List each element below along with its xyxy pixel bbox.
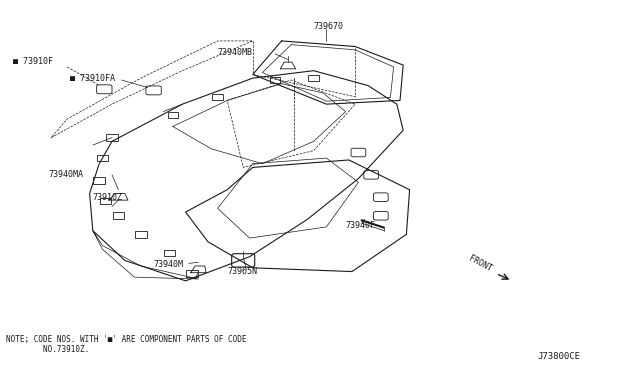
- Bar: [168, 112, 178, 118]
- Bar: [308, 75, 319, 81]
- Text: FRONT: FRONT: [467, 254, 493, 274]
- Text: 73940MA: 73940MA: [48, 170, 83, 179]
- Text: 73940F: 73940F: [346, 221, 376, 230]
- Text: ■ 73910FA: ■ 73910FA: [70, 74, 115, 83]
- Bar: [113, 212, 124, 219]
- Bar: [97, 155, 108, 161]
- Bar: [100, 198, 111, 204]
- Bar: [93, 177, 105, 184]
- Text: 739670: 739670: [314, 22, 344, 31]
- Text: 73940M: 73940M: [154, 260, 184, 269]
- Bar: [270, 77, 280, 83]
- Text: NOTE; CODE NOS. WITH '■' ARE COMPONENT PARTS OF CODE
        NO.73910Z.: NOTE; CODE NOS. WITH '■' ARE COMPONENT P…: [6, 335, 247, 354]
- Text: 73965N: 73965N: [227, 267, 257, 276]
- Text: ■ 73910F: ■ 73910F: [13, 57, 52, 66]
- Bar: [186, 270, 198, 277]
- Bar: [164, 250, 175, 256]
- Text: 73910Z: 73910Z: [93, 193, 123, 202]
- Text: 73940MB: 73940MB: [218, 48, 253, 57]
- Bar: [212, 94, 223, 100]
- Bar: [135, 231, 147, 238]
- Text: J73800CE: J73800CE: [538, 352, 580, 361]
- Bar: [106, 134, 118, 141]
